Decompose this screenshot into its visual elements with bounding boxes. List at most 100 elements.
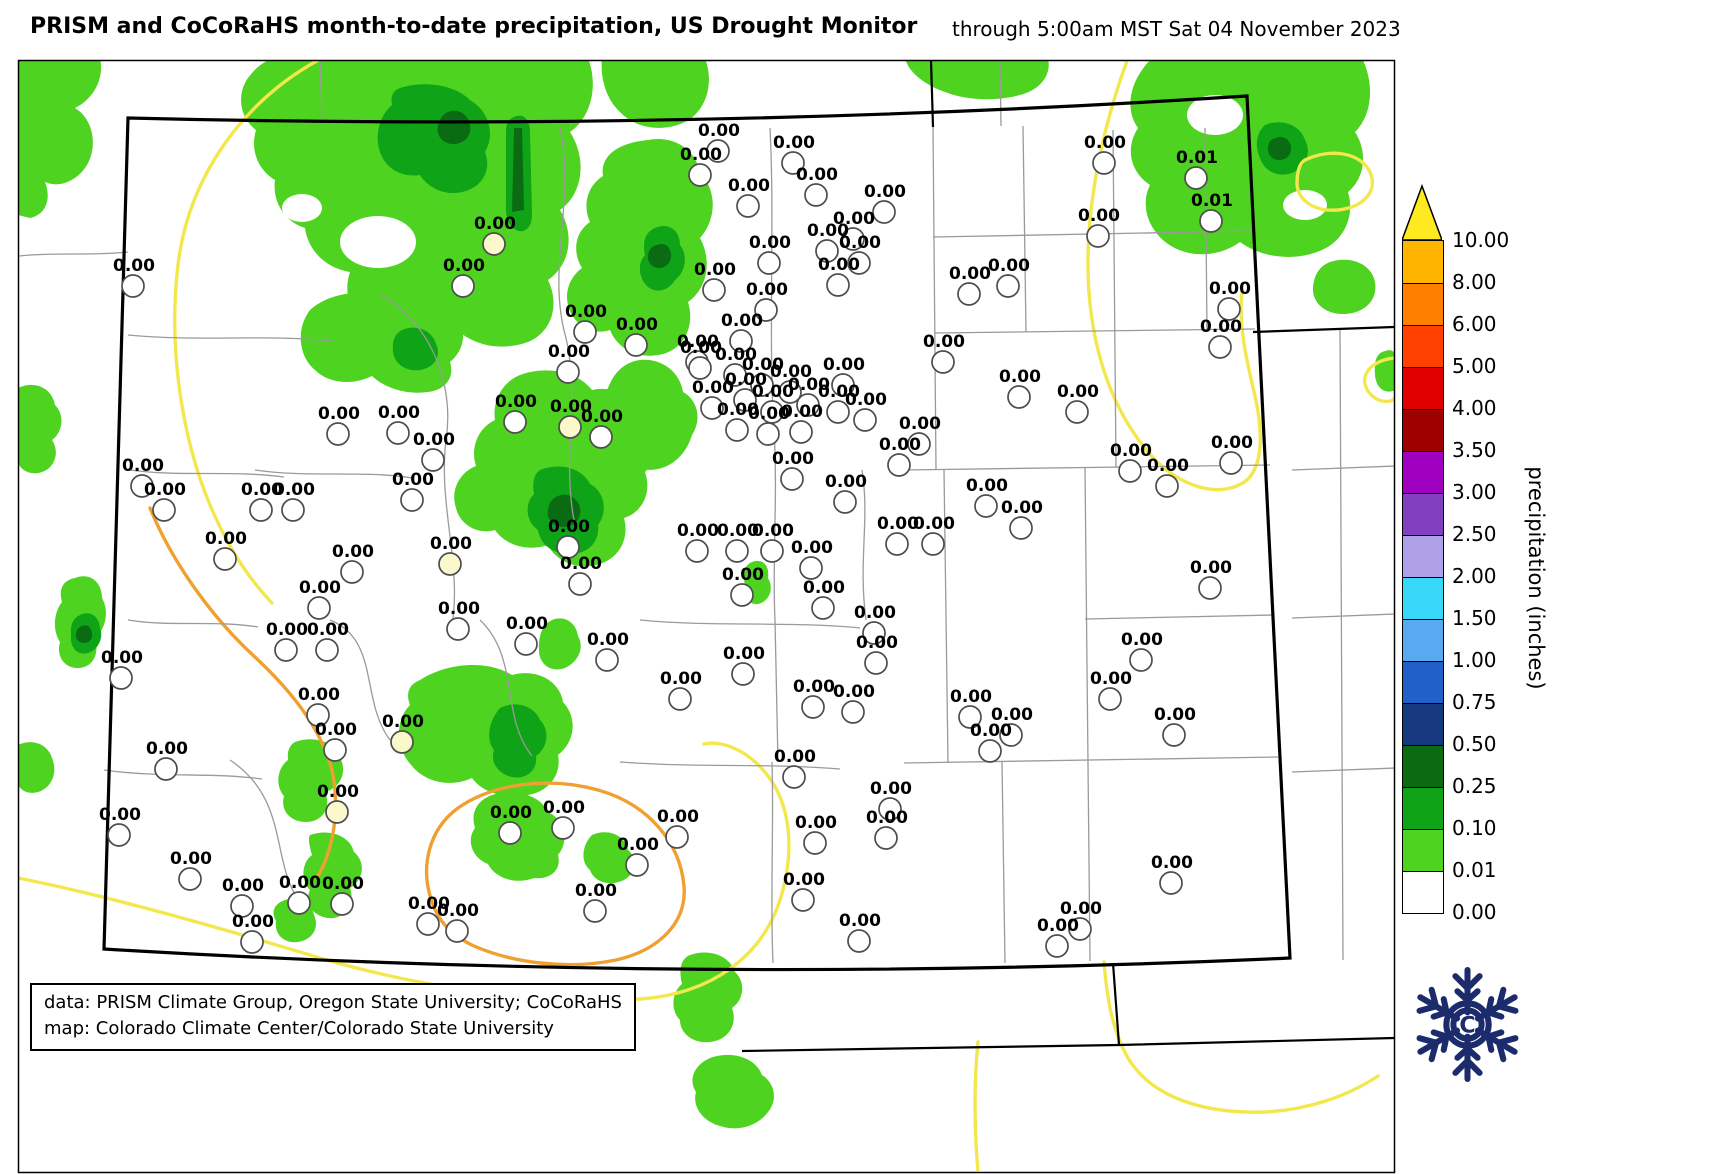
station-marker [325,800,349,824]
page-title: PRISM and CoCoRaHS month-to-date precipi… [30,14,918,39]
station-value: 0.00 [548,342,590,362]
station-value: 0.00 [413,430,455,450]
colorbar-tick-label: 0.10 [1452,816,1497,840]
station-marker [831,373,855,397]
station-marker [307,596,331,620]
colorbar-segment [1403,745,1443,787]
colorbar-tick-label: 5.00 [1452,354,1497,378]
station-marker [841,227,865,251]
station-marker [451,274,475,298]
station-value: 0.00 [318,404,360,424]
station-value: 0.00 [443,256,485,276]
station-value: 0.00 [392,470,434,490]
station-marker [999,723,1023,747]
colorbar-segment [1403,367,1443,409]
station-value: 0.00 [722,565,764,585]
station-marker [688,356,712,380]
station-marker [803,831,827,855]
station-value: 0.00 [698,121,740,141]
station-marker [757,251,781,275]
station-value: 0.00 [1121,630,1163,650]
station-marker [558,415,582,439]
station-marker [340,560,364,584]
station-marker [754,298,778,322]
colorbar-tick-label: 0.50 [1452,732,1497,756]
station-marker [1065,400,1089,424]
colorbar-tick-label: 3.00 [1452,480,1497,504]
station-marker [847,929,871,953]
station-marker [109,666,133,690]
colorbar-tick-label: 10.00 [1452,228,1510,252]
station-value: 0.00 [839,233,881,253]
station-value: 0.00 [856,633,898,653]
station-marker [907,432,931,456]
station-marker [438,552,462,576]
station-value: 0.00 [575,881,617,901]
station-value: 0.00 [660,669,702,689]
colorbar-tick-label: 0.25 [1452,774,1497,798]
station-value: 0.00 [1190,558,1232,578]
station-marker [306,703,330,727]
colorbar-tick-label: 1.50 [1452,606,1497,630]
logo-inner-ring [1450,1007,1485,1042]
station-marker [249,498,273,522]
colorbar-tick-label: 0.75 [1452,690,1497,714]
station-value: 0.00 [474,214,516,234]
station-marker [624,333,648,357]
station-value: 0.00 [490,803,532,823]
station-value: 0.00 [438,599,480,619]
station-marker [725,418,749,442]
station-marker [445,919,469,943]
station-value: 0.00 [1154,705,1196,725]
credits-map-line: map: Colorado Climate Center/Colorado St… [44,1018,554,1040]
colorbar-tick-label: 2.00 [1452,564,1497,588]
station-marker [996,274,1020,298]
station-marker [482,232,506,256]
station-value: 0.00 [854,603,896,623]
station-value: 0.00 [818,382,860,402]
station-marker [736,194,760,218]
station-marker [154,757,178,781]
station-marker [595,648,619,672]
station-value: 0.00 [795,813,837,833]
station-value: 0.00 [322,874,364,894]
station-value: 0.00 [1084,133,1126,153]
station-value: 0.00 [680,338,722,358]
station-marker [847,251,871,275]
station-value: 0.00 [1078,206,1120,226]
station-marker [826,400,850,424]
station-marker [421,448,445,472]
credits-box: data: PRISM Climate Group, Oregon State … [30,983,636,1052]
station-value: 0.00 [725,370,767,390]
station-value: 0.00 [122,456,164,476]
station-value: 0.00 [378,403,420,423]
colorbar-tick-label: 3.50 [1452,438,1497,462]
station-value: 0.00 [1209,279,1251,299]
station-marker [240,930,264,954]
station-value: 0.00 [550,397,592,417]
station-value: 0.00 [773,133,815,153]
station-marker [1155,474,1179,498]
station-marker [1198,576,1222,600]
station-marker [323,738,347,762]
colorbar-segment [1403,451,1443,493]
station-marker [685,539,709,563]
station-value: 0.00 [266,620,308,640]
station-marker [804,183,828,207]
station-marker [885,532,909,556]
station-marker [556,360,580,384]
station-marker [668,687,692,711]
station-marker [514,632,538,656]
station-value: 0.00 [796,165,838,185]
station-marker [796,393,820,417]
station-value: 0.00 [803,578,845,598]
station-value: 0.01 [1176,148,1218,168]
station-value: 0.00 [966,476,1008,496]
colorbar-segment [1403,619,1443,661]
station-value: 0.00 [839,911,881,931]
station-marker [573,320,597,344]
station-value: 0.00 [950,687,992,707]
station-marker [1208,335,1232,359]
station-marker [781,151,805,175]
station-value: 0.00 [232,912,274,932]
